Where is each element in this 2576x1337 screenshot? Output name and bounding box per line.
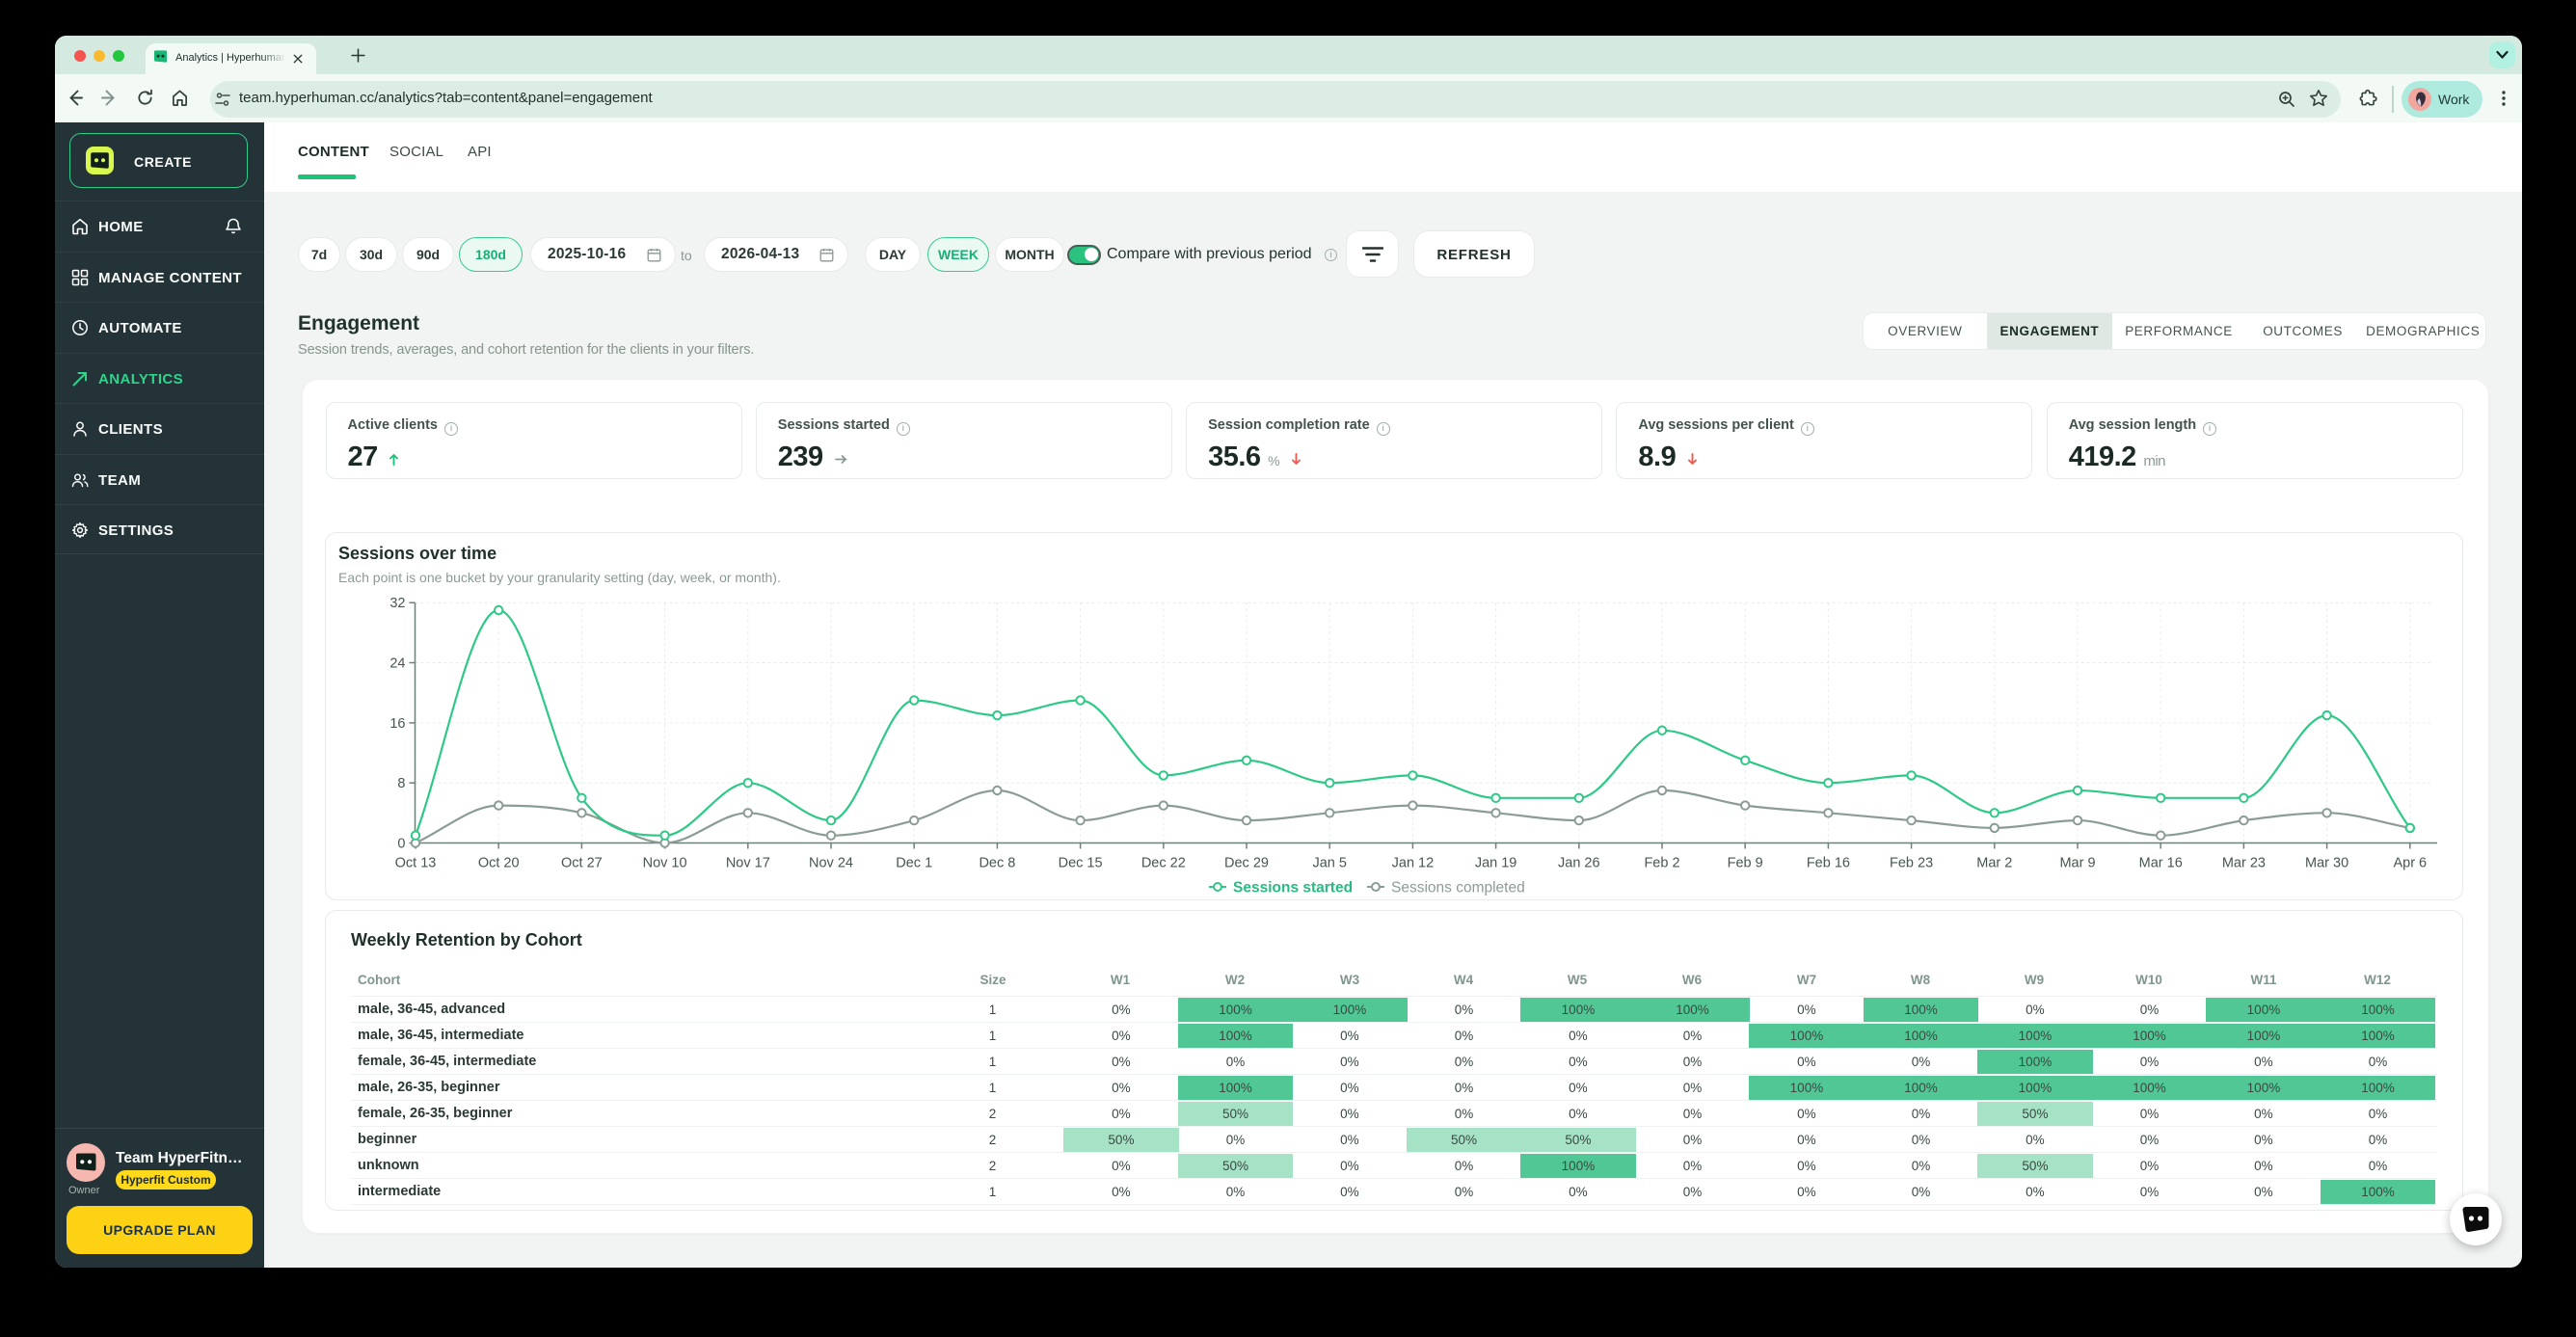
svg-text:Oct 27: Oct 27 xyxy=(561,856,603,871)
svg-text:Sessions started: Sessions started xyxy=(1233,880,1353,896)
svg-text:Jan 5: Jan 5 xyxy=(1312,856,1346,871)
svg-text:Mar 2: Mar 2 xyxy=(1976,856,2012,871)
svg-text:Nov 10: Nov 10 xyxy=(643,856,687,871)
svg-text:Mar 23: Mar 23 xyxy=(2222,856,2266,871)
svg-text:Dec 15: Dec 15 xyxy=(1059,856,1103,871)
svg-text:32: 32 xyxy=(389,596,405,611)
svg-text:Jan 12: Jan 12 xyxy=(1392,856,1435,871)
svg-text:Dec 1: Dec 1 xyxy=(896,856,932,871)
svg-text:Sessions completed: Sessions completed xyxy=(1391,880,1525,896)
svg-text:Apr 6: Apr 6 xyxy=(2393,856,2427,871)
svg-text:Nov 24: Nov 24 xyxy=(809,856,853,871)
svg-text:Oct 20: Oct 20 xyxy=(478,856,520,871)
svg-text:Jan 19: Jan 19 xyxy=(1475,856,1517,871)
svg-text:Dec 22: Dec 22 xyxy=(1141,856,1186,871)
svg-text:Dec 8: Dec 8 xyxy=(979,856,1015,871)
svg-text:Oct 13: Oct 13 xyxy=(395,856,437,871)
svg-text:Mar 9: Mar 9 xyxy=(2059,856,2095,871)
svg-text:Feb 2: Feb 2 xyxy=(1644,856,1679,871)
svg-text:Nov 17: Nov 17 xyxy=(726,856,770,871)
svg-text:24: 24 xyxy=(389,656,405,672)
svg-text:Feb 9: Feb 9 xyxy=(1728,856,1763,871)
svg-text:8: 8 xyxy=(397,776,405,791)
svg-text:0: 0 xyxy=(397,837,405,852)
svg-text:Mar 30: Mar 30 xyxy=(2305,856,2348,871)
svg-text:Mar 16: Mar 16 xyxy=(2139,856,2183,871)
svg-text:16: 16 xyxy=(389,716,405,732)
svg-text:Feb 23: Feb 23 xyxy=(1890,856,1933,871)
svg-text:Dec 29: Dec 29 xyxy=(1224,856,1269,871)
svg-text:Jan 26: Jan 26 xyxy=(1558,856,1600,871)
svg-text:Feb 16: Feb 16 xyxy=(1807,856,1850,871)
